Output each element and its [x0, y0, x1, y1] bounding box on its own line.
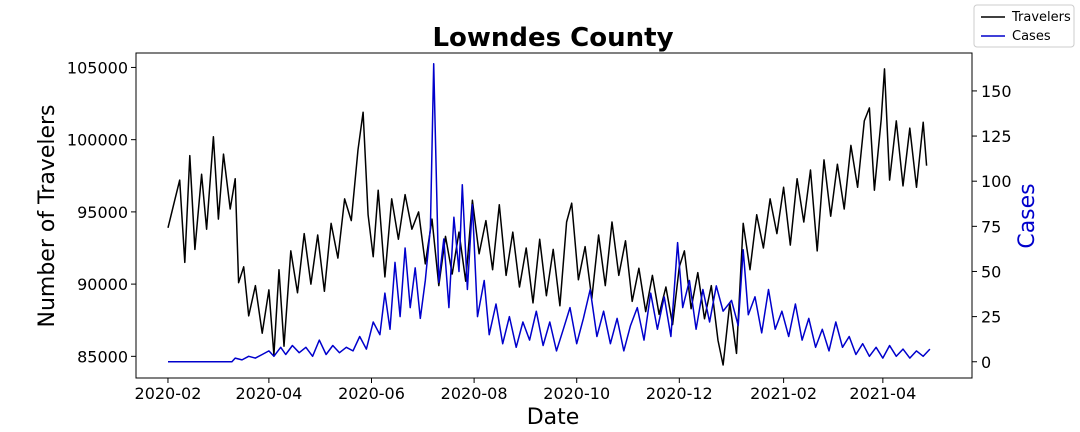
x-tick-label: 2021-04 — [849, 384, 916, 403]
y-right-tick-label: 100 — [981, 172, 1012, 191]
legend-label-cases: Cases — [1012, 29, 1051, 44]
legend: Travelers Cases — [973, 4, 1075, 48]
y-right-tick-label: 50 — [981, 262, 1001, 281]
y-axis-left: 85000 90000 95000 100000 105000 — [67, 58, 136, 366]
x-tick-label: 2020-12 — [646, 384, 713, 403]
x-axis-label: Date — [527, 405, 580, 430]
x-tick-label: 2020-02 — [135, 384, 202, 403]
y-right-tick-label: 25 — [981, 308, 1001, 327]
x-tick-label: 2020-08 — [441, 384, 508, 403]
y-right-tick-label: 0 — [981, 353, 991, 372]
legend-label-travelers: Travelers — [1011, 10, 1071, 25]
y-left-tick-label: 85000 — [77, 347, 128, 366]
y-left-tick-label: 105000 — [67, 58, 128, 77]
plot-frame — [135, 52, 973, 379]
y-right-tick-label: 125 — [981, 127, 1012, 146]
y-right-tick-label: 75 — [981, 217, 1001, 236]
x-tick-label: 2020-06 — [338, 384, 405, 403]
y-left-tick-label: 90000 — [77, 275, 128, 294]
x-tick-label: 2020-04 — [235, 384, 302, 403]
plot-lines — [167, 63, 931, 366]
y-axis-left-label: Number of Travelers — [35, 104, 60, 327]
x-tick-label: 2021-02 — [750, 384, 817, 403]
series-line-travelers — [167, 68, 928, 366]
chart-title: Lowndes County — [432, 23, 673, 53]
x-axis: 2020-02 2020-04 2020-06 2020-08 2020-10 2020-… — [135, 378, 916, 403]
y-axis-right-label: Cases — [1015, 183, 1040, 248]
x-tick-label: 2020-10 — [543, 384, 610, 403]
y-axis-right: 0 25 50 75 100 125 150 — [972, 82, 1012, 372]
y-left-tick-label: 95000 — [77, 203, 128, 222]
y-left-tick-label: 100000 — [67, 131, 128, 150]
series-line-cases — [168, 63, 931, 363]
y-right-tick-label: 150 — [981, 82, 1012, 101]
